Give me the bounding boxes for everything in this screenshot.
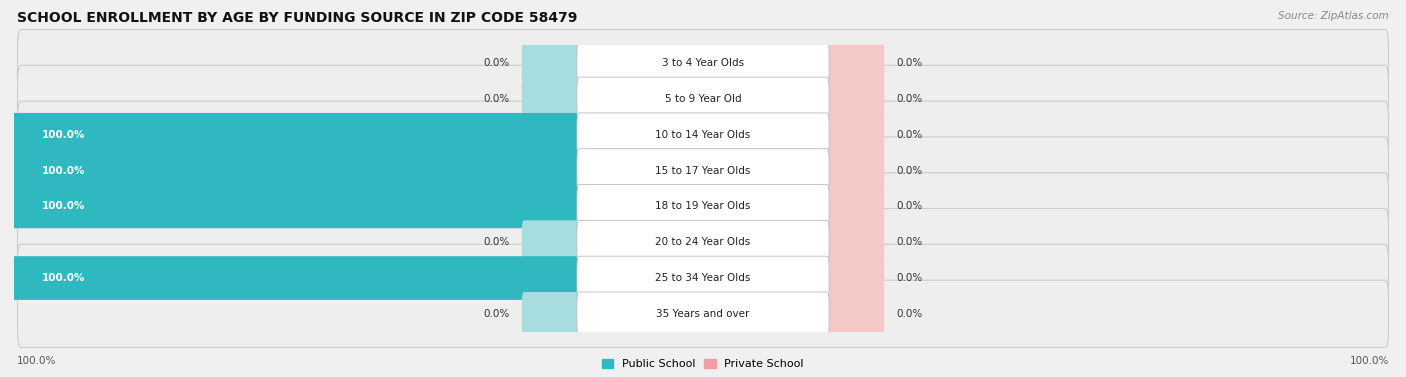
Text: Source: ZipAtlas.com: Source: ZipAtlas.com xyxy=(1278,11,1389,21)
Text: 0.0%: 0.0% xyxy=(484,237,510,247)
FancyBboxPatch shape xyxy=(522,292,581,336)
FancyBboxPatch shape xyxy=(17,244,1389,312)
Text: 0.0%: 0.0% xyxy=(484,309,510,319)
FancyBboxPatch shape xyxy=(825,256,884,300)
FancyBboxPatch shape xyxy=(576,185,830,228)
Legend: Public School, Private School: Public School, Private School xyxy=(602,359,804,369)
FancyBboxPatch shape xyxy=(576,149,830,192)
Text: SCHOOL ENROLLMENT BY AGE BY FUNDING SOURCE IN ZIP CODE 58479: SCHOOL ENROLLMENT BY AGE BY FUNDING SOUR… xyxy=(17,11,578,25)
FancyBboxPatch shape xyxy=(576,77,830,121)
Text: 0.0%: 0.0% xyxy=(896,94,922,104)
Text: 5 to 9 Year Old: 5 to 9 Year Old xyxy=(665,94,741,104)
Text: 0.0%: 0.0% xyxy=(896,166,922,176)
FancyBboxPatch shape xyxy=(825,149,884,192)
FancyBboxPatch shape xyxy=(576,256,830,300)
Text: 100.0%: 100.0% xyxy=(42,130,86,140)
Text: 18 to 19 Year Olds: 18 to 19 Year Olds xyxy=(655,201,751,211)
FancyBboxPatch shape xyxy=(825,113,884,156)
Text: 0.0%: 0.0% xyxy=(896,273,922,283)
Text: 10 to 14 Year Olds: 10 to 14 Year Olds xyxy=(655,130,751,140)
FancyBboxPatch shape xyxy=(576,41,830,85)
FancyBboxPatch shape xyxy=(825,77,884,121)
FancyBboxPatch shape xyxy=(13,113,704,156)
FancyBboxPatch shape xyxy=(522,221,581,264)
Text: 0.0%: 0.0% xyxy=(484,94,510,104)
Text: 100.0%: 100.0% xyxy=(1350,356,1389,366)
Text: 0.0%: 0.0% xyxy=(896,130,922,140)
FancyBboxPatch shape xyxy=(17,137,1389,204)
FancyBboxPatch shape xyxy=(576,292,830,336)
FancyBboxPatch shape xyxy=(576,221,830,264)
Text: 25 to 34 Year Olds: 25 to 34 Year Olds xyxy=(655,273,751,283)
Text: 3 to 4 Year Olds: 3 to 4 Year Olds xyxy=(662,58,744,68)
FancyBboxPatch shape xyxy=(522,41,581,85)
Text: 100.0%: 100.0% xyxy=(42,166,86,176)
FancyBboxPatch shape xyxy=(825,41,884,85)
Text: 0.0%: 0.0% xyxy=(896,58,922,68)
FancyBboxPatch shape xyxy=(13,256,704,300)
Text: 100.0%: 100.0% xyxy=(42,201,86,211)
Text: 100.0%: 100.0% xyxy=(17,356,56,366)
Text: 0.0%: 0.0% xyxy=(896,201,922,211)
FancyBboxPatch shape xyxy=(17,208,1389,276)
FancyBboxPatch shape xyxy=(17,29,1389,97)
Text: 0.0%: 0.0% xyxy=(896,309,922,319)
FancyBboxPatch shape xyxy=(17,280,1389,348)
Text: 0.0%: 0.0% xyxy=(484,58,510,68)
FancyBboxPatch shape xyxy=(825,292,884,336)
FancyBboxPatch shape xyxy=(522,77,581,121)
FancyBboxPatch shape xyxy=(576,113,830,156)
Text: 15 to 17 Year Olds: 15 to 17 Year Olds xyxy=(655,166,751,176)
FancyBboxPatch shape xyxy=(17,101,1389,169)
FancyBboxPatch shape xyxy=(13,185,704,228)
Text: 100.0%: 100.0% xyxy=(42,273,86,283)
Text: 20 to 24 Year Olds: 20 to 24 Year Olds xyxy=(655,237,751,247)
Text: 35 Years and over: 35 Years and over xyxy=(657,309,749,319)
FancyBboxPatch shape xyxy=(825,221,884,264)
FancyBboxPatch shape xyxy=(17,65,1389,133)
FancyBboxPatch shape xyxy=(13,149,704,192)
Text: 0.0%: 0.0% xyxy=(896,237,922,247)
FancyBboxPatch shape xyxy=(825,185,884,228)
FancyBboxPatch shape xyxy=(17,173,1389,240)
